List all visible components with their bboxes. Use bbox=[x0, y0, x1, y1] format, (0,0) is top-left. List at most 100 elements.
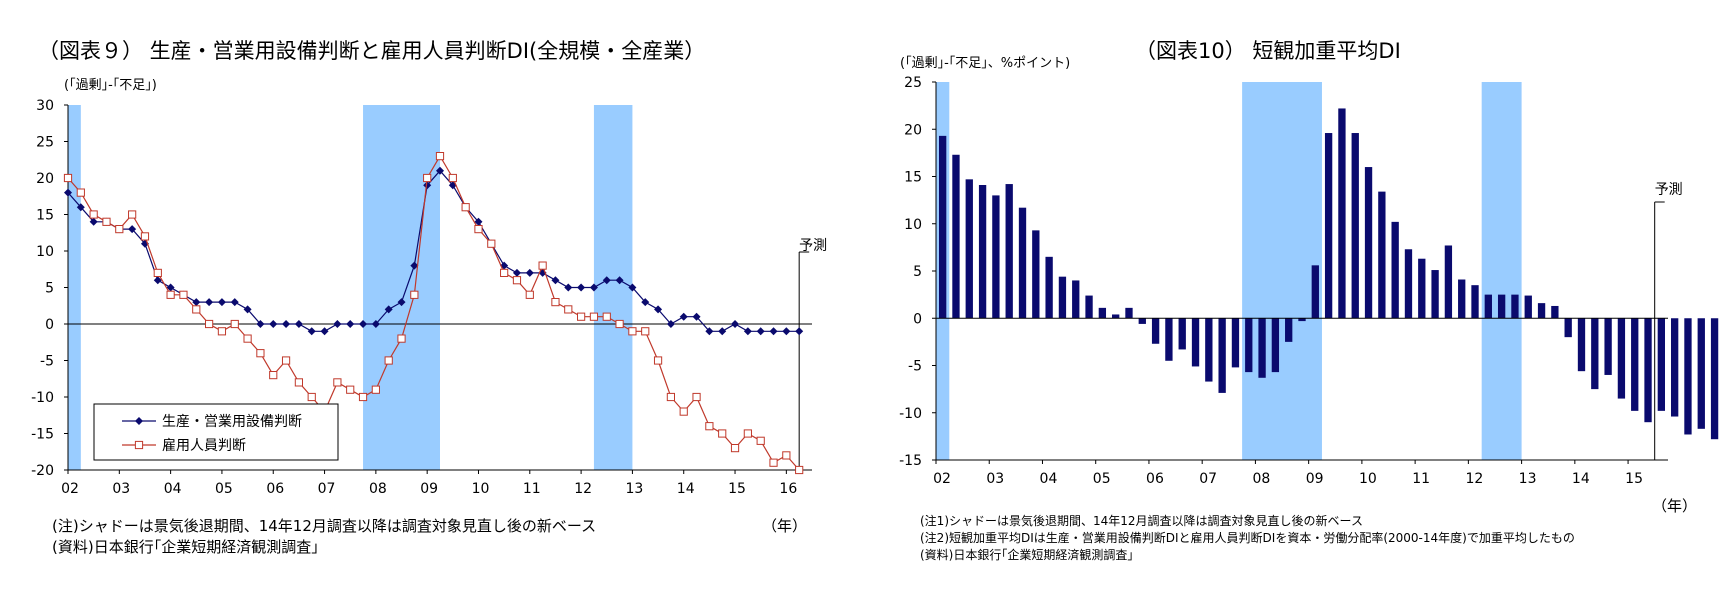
chart10-xtick-label: 13 bbox=[1519, 471, 1537, 487]
chart9-point-employment bbox=[140, 232, 150, 241]
chart9-point-employment bbox=[615, 319, 624, 329]
chart10-bar bbox=[1710, 318, 1719, 440]
chart9-point-equipment bbox=[769, 327, 778, 336]
chart9-point-equipment bbox=[679, 312, 688, 321]
chart10-bar bbox=[1245, 318, 1253, 373]
chart9-point-equipment bbox=[628, 283, 637, 292]
chart9-point-equipment bbox=[217, 298, 226, 307]
chart9-point-equipment bbox=[192, 298, 201, 307]
chart9-point-employment bbox=[358, 392, 368, 402]
chart10-bar bbox=[1112, 314, 1120, 319]
chart10-title: （図表10） 短観加重平均DI bbox=[1135, 39, 1401, 63]
chart10-shade-2 bbox=[1481, 82, 1522, 460]
chart10-note-3: (資料)日本銀行｢企業短期経済観測調査｣ bbox=[920, 548, 1134, 562]
chart9-svg: 30 25 20 15 10 5 0 -5 -10 -15 -20 02 03 04 05 06 07 08 09 1… bbox=[31, 98, 827, 497]
chart9-title: （図表９） 生産・営業用設備判断と雇用人員判断DI(全規模・全産業） bbox=[38, 39, 706, 63]
chart9-point-equipment bbox=[269, 320, 278, 328]
chart10-bar bbox=[1125, 307, 1133, 319]
chart10-xtick-label: 04 bbox=[1040, 471, 1058, 487]
chart9-point-employment bbox=[666, 392, 675, 402]
chart10-bar bbox=[1338, 108, 1346, 319]
chart9-point-employment bbox=[743, 429, 752, 438]
chart9-point-equipment bbox=[359, 320, 368, 328]
chart9-point-employment bbox=[512, 276, 522, 285]
chart9-point-employment bbox=[448, 173, 457, 183]
chart9-xtick-label: 02 bbox=[61, 481, 79, 497]
chart9-point-equipment bbox=[397, 298, 406, 307]
chart10-ytick-label: -15 bbox=[899, 453, 922, 469]
chart10-xtick-label: 05 bbox=[1093, 471, 1111, 487]
chart9-xtick-label: 13 bbox=[625, 481, 643, 497]
chart10-bar bbox=[1564, 318, 1572, 338]
chart10-x-unit: （年） bbox=[1652, 497, 1698, 515]
chart9-xtick-label: 07 bbox=[318, 481, 336, 497]
chart9-point-equipment bbox=[333, 320, 342, 328]
chart9-ytick-label: -10 bbox=[31, 390, 54, 406]
chart10-bar bbox=[1577, 318, 1586, 372]
chart10-bar bbox=[965, 179, 973, 319]
chart10-bar bbox=[1431, 270, 1439, 319]
chart9-point-employment bbox=[89, 210, 98, 219]
chart9-point-employment bbox=[577, 312, 586, 321]
chart9-legend-label: 雇用人員判断 bbox=[162, 437, 246, 454]
chart10-bar bbox=[1697, 318, 1705, 429]
chart9-point-equipment bbox=[525, 268, 534, 277]
chart9-point-employment bbox=[410, 290, 419, 299]
chart10-bar bbox=[1497, 294, 1506, 319]
chart10-bar bbox=[1591, 318, 1599, 390]
chart10-xtick-label: 12 bbox=[1465, 471, 1483, 487]
chart9-point-employment bbox=[641, 327, 650, 336]
chart9-point-employment bbox=[192, 305, 201, 314]
chart10-shade-1 bbox=[1242, 82, 1322, 460]
chart9-point-employment bbox=[333, 378, 342, 387]
chart9-y-unit: (｢過剰｣-｢不足｣) bbox=[64, 78, 157, 93]
chart9-point-equipment bbox=[294, 320, 303, 328]
chart10-bar bbox=[1511, 294, 1519, 319]
chart10-bar bbox=[1045, 256, 1053, 319]
chart10-xtick-label: 02 bbox=[933, 471, 951, 487]
chart9-point-employment bbox=[782, 451, 791, 460]
chart9-series-line-0 bbox=[67, 169, 800, 332]
chart9-point-employment bbox=[166, 290, 175, 299]
chart9-ytick-label: -15 bbox=[31, 427, 54, 443]
chart9-xtick-label: 10 bbox=[472, 481, 490, 497]
chart9-point-employment bbox=[474, 225, 483, 234]
chart9-point-employment bbox=[525, 290, 534, 299]
chart10-bar bbox=[1444, 245, 1453, 319]
chart9-point-employment bbox=[281, 356, 291, 365]
chart9-ytick-label: 20 bbox=[36, 171, 54, 187]
chart10-bar bbox=[1165, 318, 1173, 361]
chart9-point-equipment bbox=[243, 305, 252, 314]
chart9-point-employment bbox=[179, 290, 188, 299]
chart9-point-employment bbox=[256, 349, 265, 358]
chart9-point-employment bbox=[128, 210, 137, 219]
chart10-note-2: (注2)短観加重平均DIは生産・営業用設備判断DIと雇用人員判断DIを資本・労働… bbox=[920, 531, 1575, 545]
chart9-xtick-label: 11 bbox=[523, 481, 541, 497]
chart9-point-employment bbox=[102, 217, 111, 226]
chart9-xtick-label: 16 bbox=[779, 481, 797, 497]
chart10-bar bbox=[1644, 318, 1652, 423]
chart9-point-equipment bbox=[795, 327, 804, 336]
chart10-bar bbox=[1404, 249, 1413, 319]
chart10-bar bbox=[1617, 318, 1626, 399]
chart10-xtick-label: 06 bbox=[1146, 471, 1164, 487]
chart10-bar bbox=[1285, 318, 1293, 342]
chart10-ytick-label: 15 bbox=[904, 170, 922, 186]
chart9-xtick-label: 05 bbox=[215, 481, 233, 497]
chart10-ytick-label: 5 bbox=[913, 264, 922, 280]
chart9-point-employment bbox=[487, 239, 496, 248]
chart9-point-employment bbox=[76, 188, 85, 197]
chart9-series-line-1 bbox=[67, 154, 800, 471]
chart9-point-equipment bbox=[782, 327, 791, 336]
chart9-ytick-label: 15 bbox=[36, 208, 54, 224]
chart9-ytick-label: 10 bbox=[36, 244, 54, 260]
chart10-bar bbox=[1191, 318, 1200, 367]
chart9-point-equipment bbox=[756, 327, 765, 336]
chart10-bar bbox=[1484, 294, 1492, 319]
chart9-point-employment bbox=[346, 385, 355, 394]
chart9-point-employment bbox=[769, 458, 778, 467]
chart10-bar bbox=[1005, 184, 1013, 319]
chart10-ytick-label: 25 bbox=[904, 75, 922, 91]
chart9-point-employment bbox=[230, 319, 239, 329]
chart10-bar bbox=[1258, 318, 1266, 378]
